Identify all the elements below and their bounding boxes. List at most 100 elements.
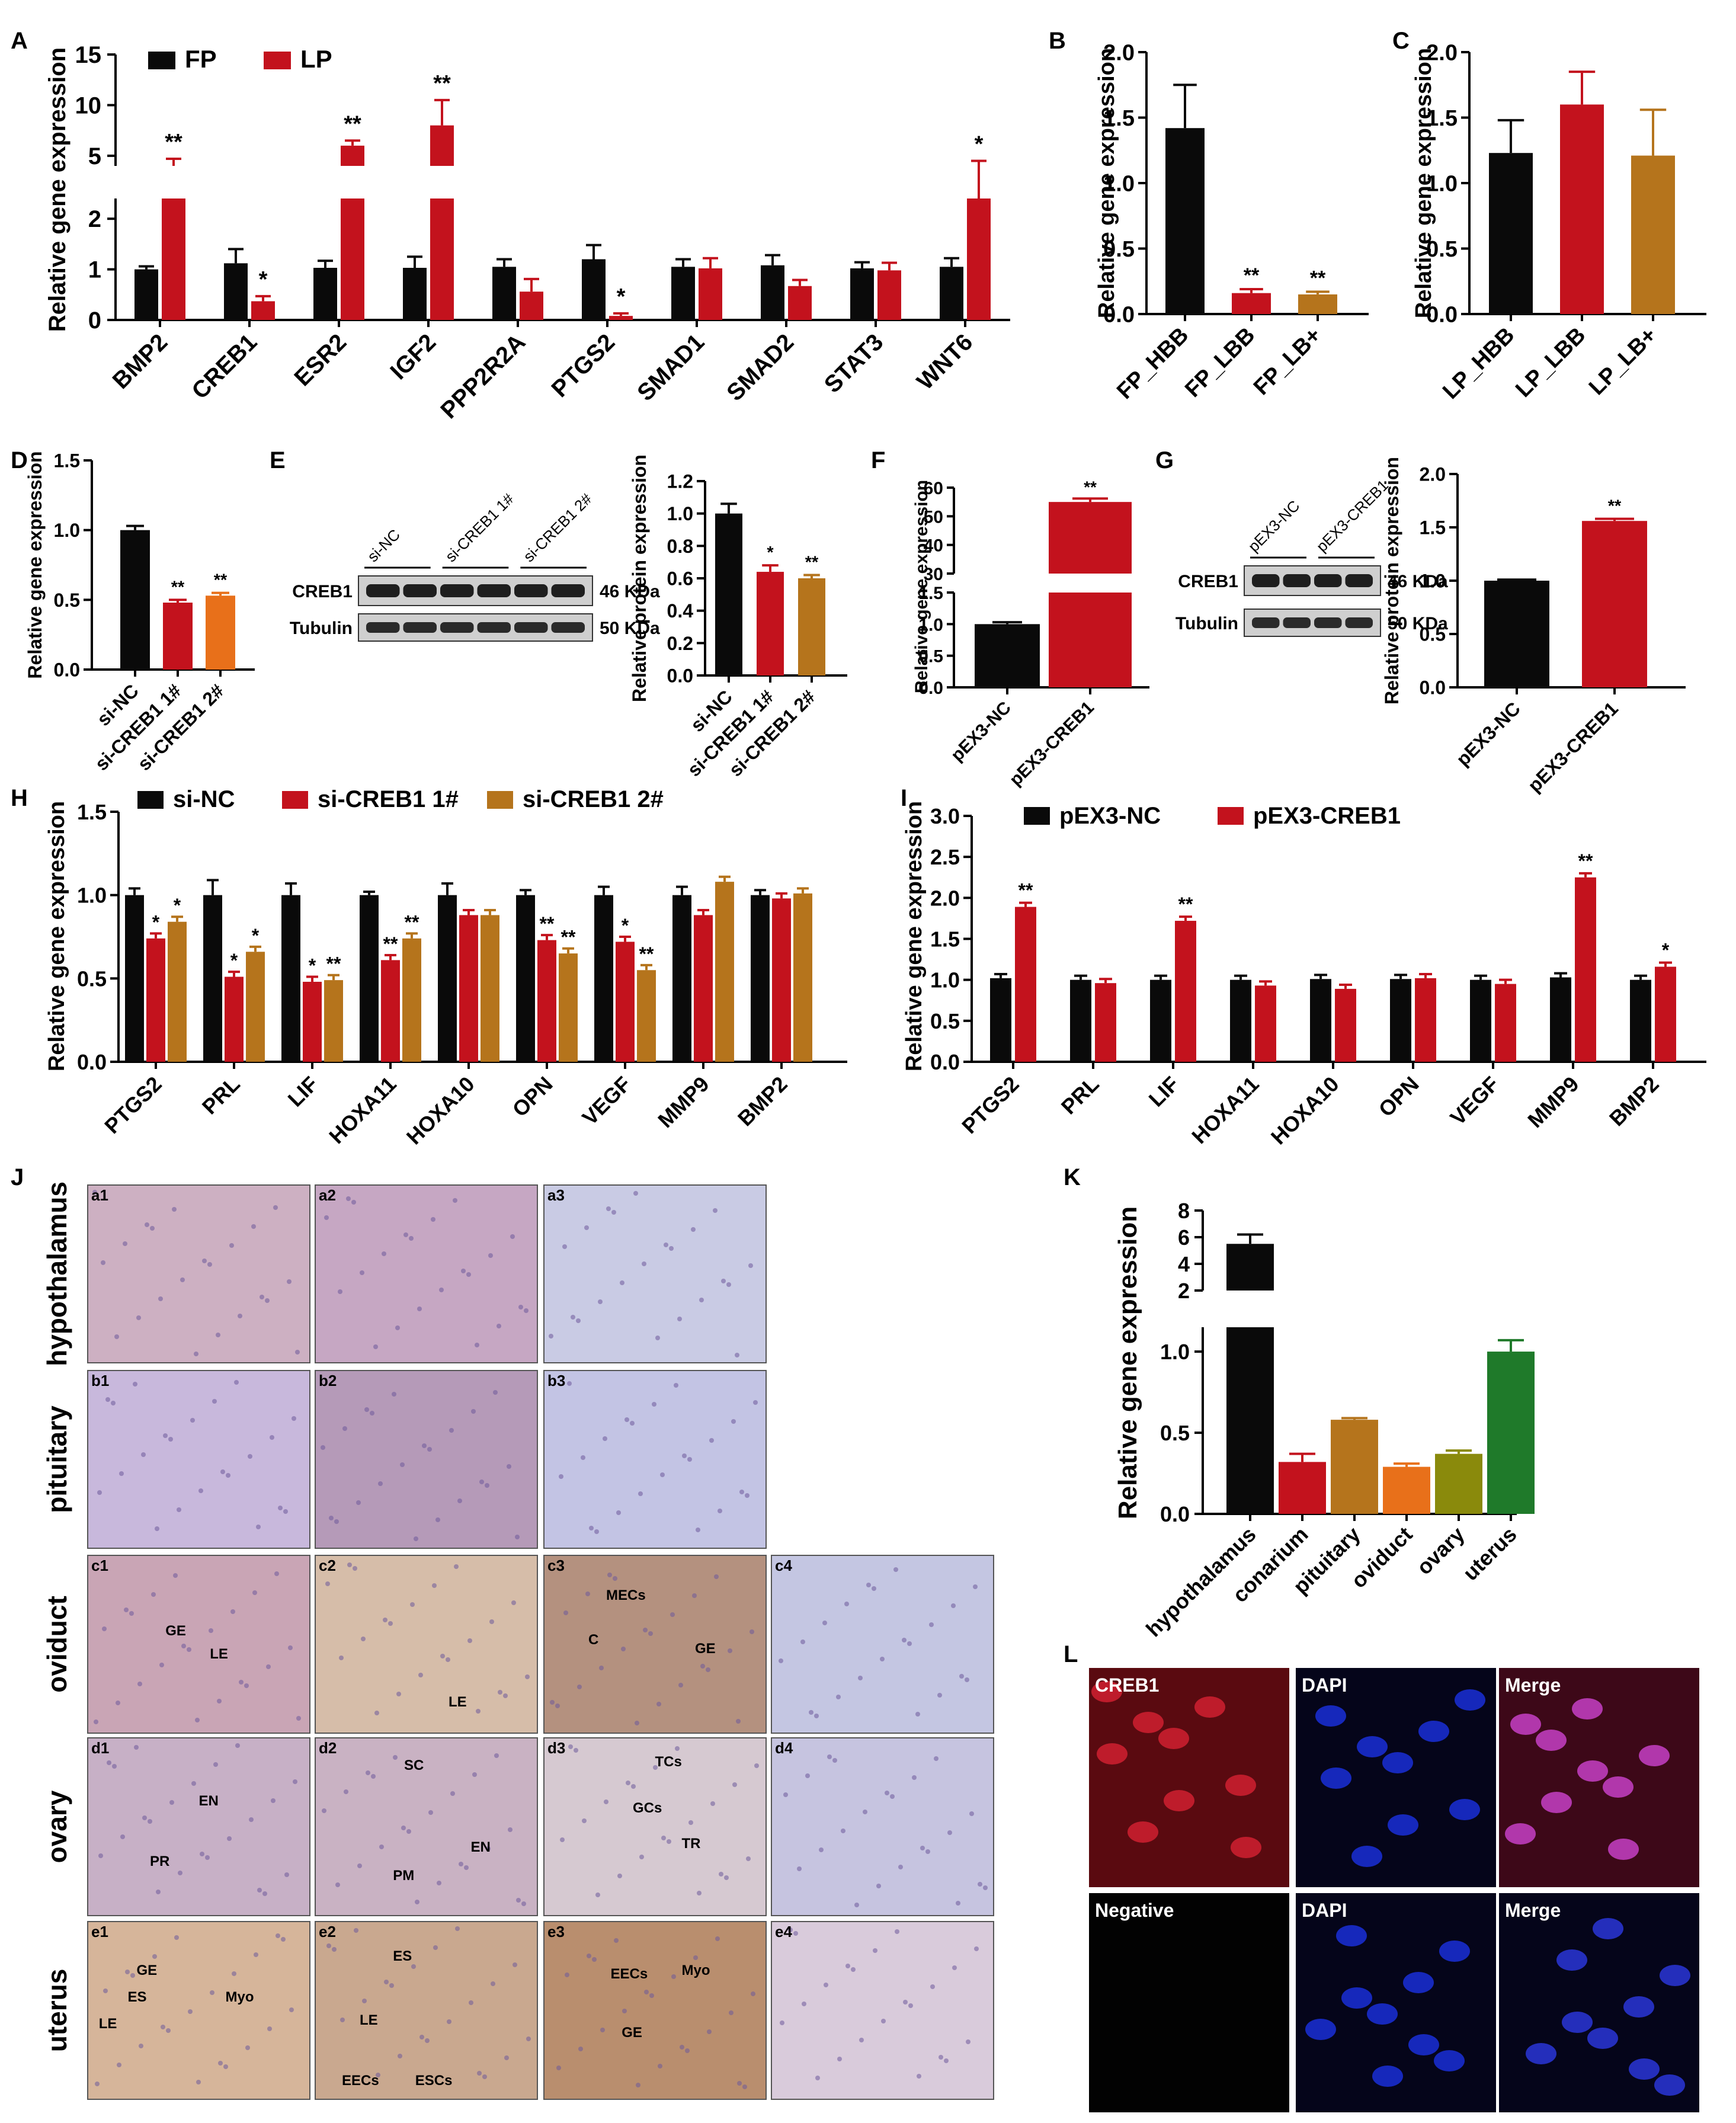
histology-annotation: EECs	[611, 1966, 648, 1982]
cell-nucleus	[98, 1853, 103, 1858]
cell-nucleus	[234, 1380, 239, 1385]
cell-nucleus	[952, 1965, 957, 1970]
cell-nucleus	[614, 1938, 619, 1943]
cell-nucleus	[565, 1972, 569, 1977]
cell-nucleus	[340, 2018, 345, 2022]
bar	[146, 938, 165, 1062]
blot-band	[403, 622, 437, 633]
cell-nucleus	[466, 1272, 471, 1277]
cell-nucleus	[885, 1791, 889, 1795]
cell-nucleus	[190, 1418, 195, 1423]
histology-image	[87, 1370, 310, 1549]
bar	[699, 268, 722, 320]
cell-nucleus	[433, 1945, 438, 1950]
cell-nucleus	[155, 1526, 159, 1531]
histology-annotation: PM	[393, 1868, 414, 1884]
significance-label: *	[1662, 940, 1670, 961]
cell-nucleus	[446, 1657, 450, 1662]
cell-nucleus	[1593, 1918, 1623, 1939]
y-tick-label: 1	[88, 257, 101, 283]
cell-nucleus	[822, 1621, 827, 1625]
cell-nucleus	[973, 1584, 978, 1589]
histology-annotation: GE	[695, 1641, 716, 1657]
fluorescence-label: DAPI	[1302, 1674, 1347, 1696]
cell-nucleus	[1164, 1790, 1194, 1811]
y-tick-label: 2	[88, 206, 101, 232]
cell-nucleus	[376, 2073, 380, 2077]
cell-nucleus	[101, 1260, 105, 1265]
cell-nucleus	[395, 1325, 400, 1330]
y-axis-label: Relative protein expression	[1381, 457, 1402, 705]
cell-nucleus	[410, 1602, 415, 1607]
cell-nucleus	[226, 1473, 230, 1478]
cell-nucleus	[1133, 1712, 1164, 1733]
cell-nucleus	[582, 1818, 587, 1823]
cell-nucleus	[876, 1884, 881, 1888]
cell-nucleus	[787, 1565, 792, 1570]
significance-label: **	[540, 913, 555, 934]
cell-nucleus	[97, 1490, 102, 1495]
cell-nucleus	[1336, 1925, 1367, 1946]
panel-letter-c: C	[1392, 28, 1410, 54]
cell-nucleus	[585, 1592, 590, 1596]
cell-nucleus	[680, 2045, 684, 2050]
cell-nucleus	[335, 1882, 340, 1887]
cell-nucleus	[288, 1645, 293, 1650]
bar	[1582, 521, 1647, 687]
cell-nucleus	[296, 1716, 301, 1721]
cell-nucleus	[604, 1799, 608, 1804]
cell-nucleus	[713, 1208, 718, 1213]
cell-nucleus	[503, 1693, 508, 1698]
bar	[516, 895, 535, 1062]
y-tick-label: 0.5	[930, 1009, 960, 1033]
y-tick-label: 2.5	[930, 845, 960, 869]
cell-nucleus	[780, 2020, 784, 2025]
cell-nucleus	[324, 1215, 329, 1220]
cell-nucleus	[191, 1781, 196, 1786]
cell-nucleus	[366, 1770, 370, 1775]
cell-nucleus	[251, 1224, 256, 1229]
fluorescence-label: CREB1	[1095, 1674, 1159, 1696]
cell-nucleus	[577, 1685, 582, 1689]
cell-nucleus	[491, 1981, 495, 1986]
legend-label: FP	[185, 45, 217, 73]
cell-nucleus	[788, 1927, 793, 1932]
bar	[430, 125, 454, 166]
significance-label: **	[561, 927, 576, 948]
histology-annotation: SC	[404, 1757, 424, 1773]
cell-nucleus	[339, 1656, 344, 1660]
legend-swatch	[282, 791, 308, 809]
cell-nucleus	[1536, 1730, 1567, 1751]
legend-swatch	[487, 791, 513, 809]
histology-annotation: C	[588, 1632, 598, 1648]
cell-nucleus	[653, 1765, 658, 1770]
bar	[715, 513, 742, 675]
cell-nucleus	[656, 1702, 661, 1706]
cell-nucleus	[670, 1612, 675, 1617]
significance-label: **	[171, 578, 185, 597]
bar	[1631, 155, 1675, 314]
bar	[1226, 1244, 1274, 1291]
cell-nucleus	[745, 1493, 750, 1498]
histology-image	[771, 1921, 994, 2100]
bar	[990, 978, 1011, 1062]
bar	[520, 292, 543, 320]
cell-nucleus	[232, 1971, 236, 1976]
cell-nucleus	[177, 1507, 181, 1512]
cell-nucleus	[508, 1827, 513, 1832]
histology-annotation: TCs	[655, 1754, 682, 1770]
y-tick-label: 0.5	[77, 966, 107, 991]
cell-nucleus	[256, 1525, 261, 1529]
cell-nucleus	[827, 1754, 832, 1759]
cell-nucleus	[357, 1863, 362, 1868]
significance-label: *	[230, 950, 238, 971]
cell-nucleus	[691, 1227, 696, 1232]
cell-nucleus	[482, 2074, 487, 2079]
cell-nucleus	[114, 1334, 119, 1339]
cell-nucleus	[715, 1936, 720, 1941]
cell-nucleus	[238, 1314, 242, 1318]
cell-nucleus	[117, 2063, 121, 2067]
cell-nucleus	[123, 1241, 127, 1246]
panel-letter-a: A	[11, 28, 28, 54]
blot-band	[440, 622, 474, 633]
